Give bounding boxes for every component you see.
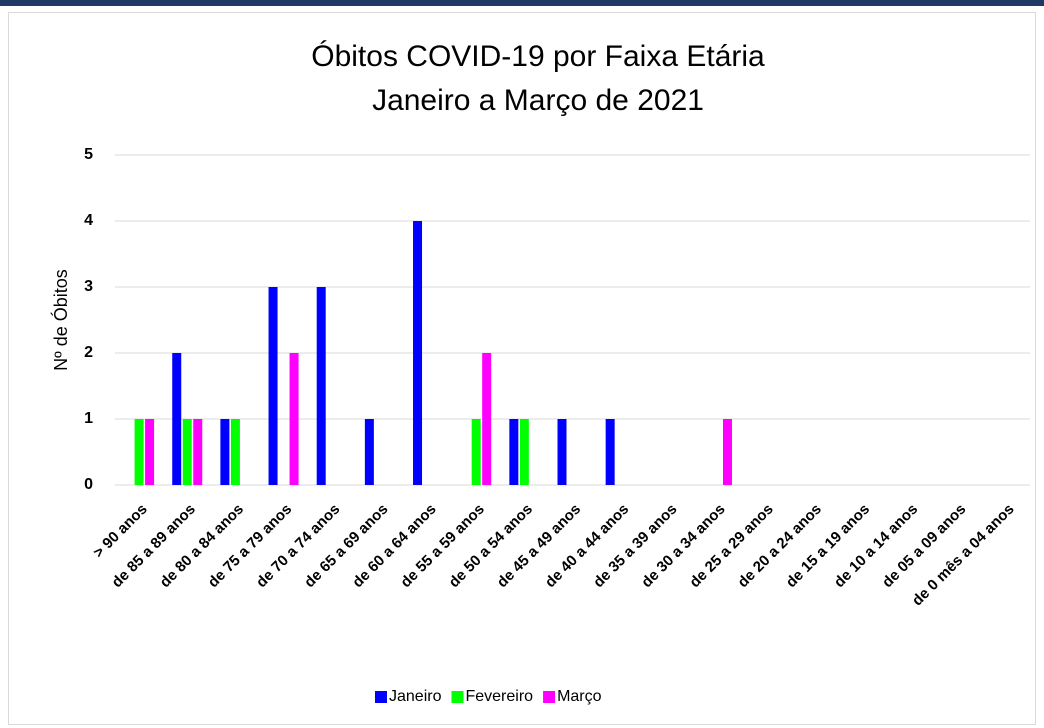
legend-swatch bbox=[543, 691, 556, 703]
bar bbox=[471, 419, 481, 485]
bar bbox=[557, 419, 567, 485]
chart-title: Janeiro a Março de 2021 bbox=[372, 84, 704, 117]
legend-swatch bbox=[451, 691, 464, 703]
bar bbox=[413, 221, 423, 485]
bar bbox=[230, 419, 240, 485]
bar bbox=[722, 419, 732, 485]
bar bbox=[509, 419, 519, 485]
y-tick-label: 3 bbox=[84, 278, 93, 295]
bar bbox=[193, 419, 203, 485]
bar bbox=[182, 419, 192, 485]
bar bbox=[145, 419, 155, 485]
bar bbox=[268, 287, 278, 485]
y-tick-label: 4 bbox=[84, 212, 93, 229]
bar bbox=[289, 353, 299, 485]
y-tick-label: 5 bbox=[84, 146, 93, 163]
y-tick-label: 1 bbox=[84, 410, 93, 427]
bar bbox=[364, 419, 374, 485]
bar bbox=[316, 287, 326, 485]
legend-label: Fevereiro bbox=[465, 688, 533, 705]
y-axis-label: Nº de Óbitos bbox=[50, 269, 71, 371]
legend-label: Janeiro bbox=[389, 688, 442, 705]
chart-title: Óbitos COVID-19 por Faixa Etária bbox=[311, 40, 765, 73]
chart-frame bbox=[8, 12, 1036, 725]
bar bbox=[220, 419, 230, 485]
bar bbox=[519, 419, 529, 485]
y-tick-label: 0 bbox=[84, 476, 93, 493]
y-tick-label: 2 bbox=[84, 344, 93, 361]
bar bbox=[172, 353, 182, 485]
bar bbox=[134, 419, 144, 485]
bar bbox=[605, 419, 615, 485]
legend-swatch bbox=[375, 691, 387, 703]
top-border bbox=[0, 0, 1044, 6]
bar bbox=[482, 353, 492, 485]
legend: Janeiro Fevereiro Março bbox=[375, 688, 602, 705]
legend-label: Março bbox=[557, 688, 602, 705]
